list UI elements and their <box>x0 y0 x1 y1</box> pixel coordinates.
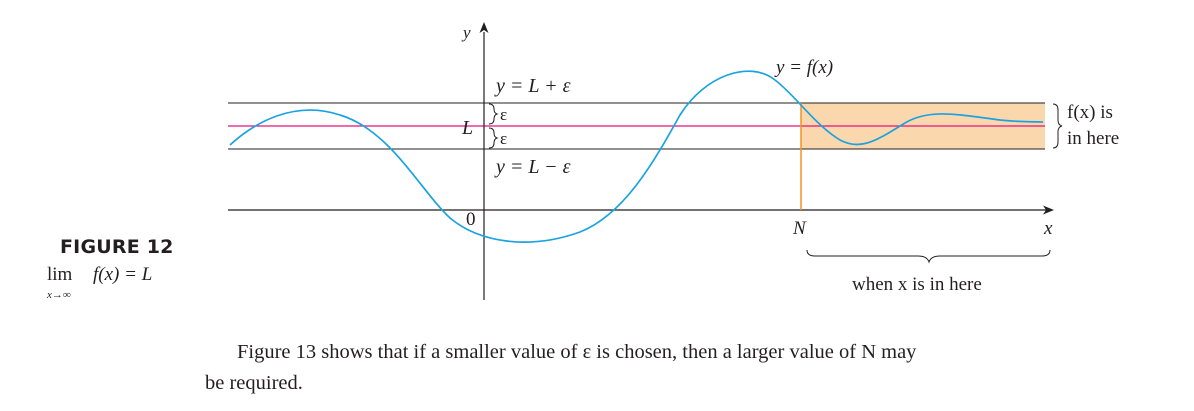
caption-lim: lim <box>47 264 73 285</box>
right-band-brace <box>1052 103 1063 149</box>
epsilon-upper-label: ε <box>500 105 507 124</box>
bottom-interval-brace <box>806 249 1051 264</box>
figure-caption-formula: lim f(x) = L x→∞ <box>47 264 207 310</box>
lower-line-label: y = L − ε <box>494 156 571 178</box>
paragraph-line-2: be required. <box>205 372 303 394</box>
y-axis-arrow-icon <box>479 22 489 33</box>
paragraph-line-1: Figure 13 shows that if a smaller value … <box>237 341 917 363</box>
curve-label: y = f(x) <box>774 57 833 78</box>
y-axis-label: y <box>461 23 471 42</box>
epsilon-upper-brace <box>488 103 499 125</box>
origin-label: 0 <box>466 209 476 230</box>
fx-is-label: f(x) is <box>1067 102 1113 123</box>
limit-figure: y x 0 L N ε ε y = L + ε y = L − ε y = f(… <box>228 22 1119 300</box>
epsilon-lower-brace <box>488 127 499 149</box>
caption-expression: f(x) = L <box>93 264 153 285</box>
epsilon-lower-label: ε <box>500 129 507 148</box>
n-label: N <box>792 218 807 239</box>
upper-line-label: y = L + ε <box>494 75 571 97</box>
when-x-label: when x is in here <box>852 274 982 295</box>
x-axis-label: x <box>1043 218 1053 239</box>
in-here-label: in here <box>1067 128 1119 149</box>
x-axis-arrow-icon <box>1043 205 1054 215</box>
body-paragraph: Figure 13 shows that if a smaller value … <box>205 337 1165 399</box>
l-label: L <box>461 117 473 139</box>
function-curve <box>229 70 1044 243</box>
caption-subscript: x→∞ <box>47 289 71 301</box>
figure-title: FIGURE 12 <box>60 236 174 258</box>
